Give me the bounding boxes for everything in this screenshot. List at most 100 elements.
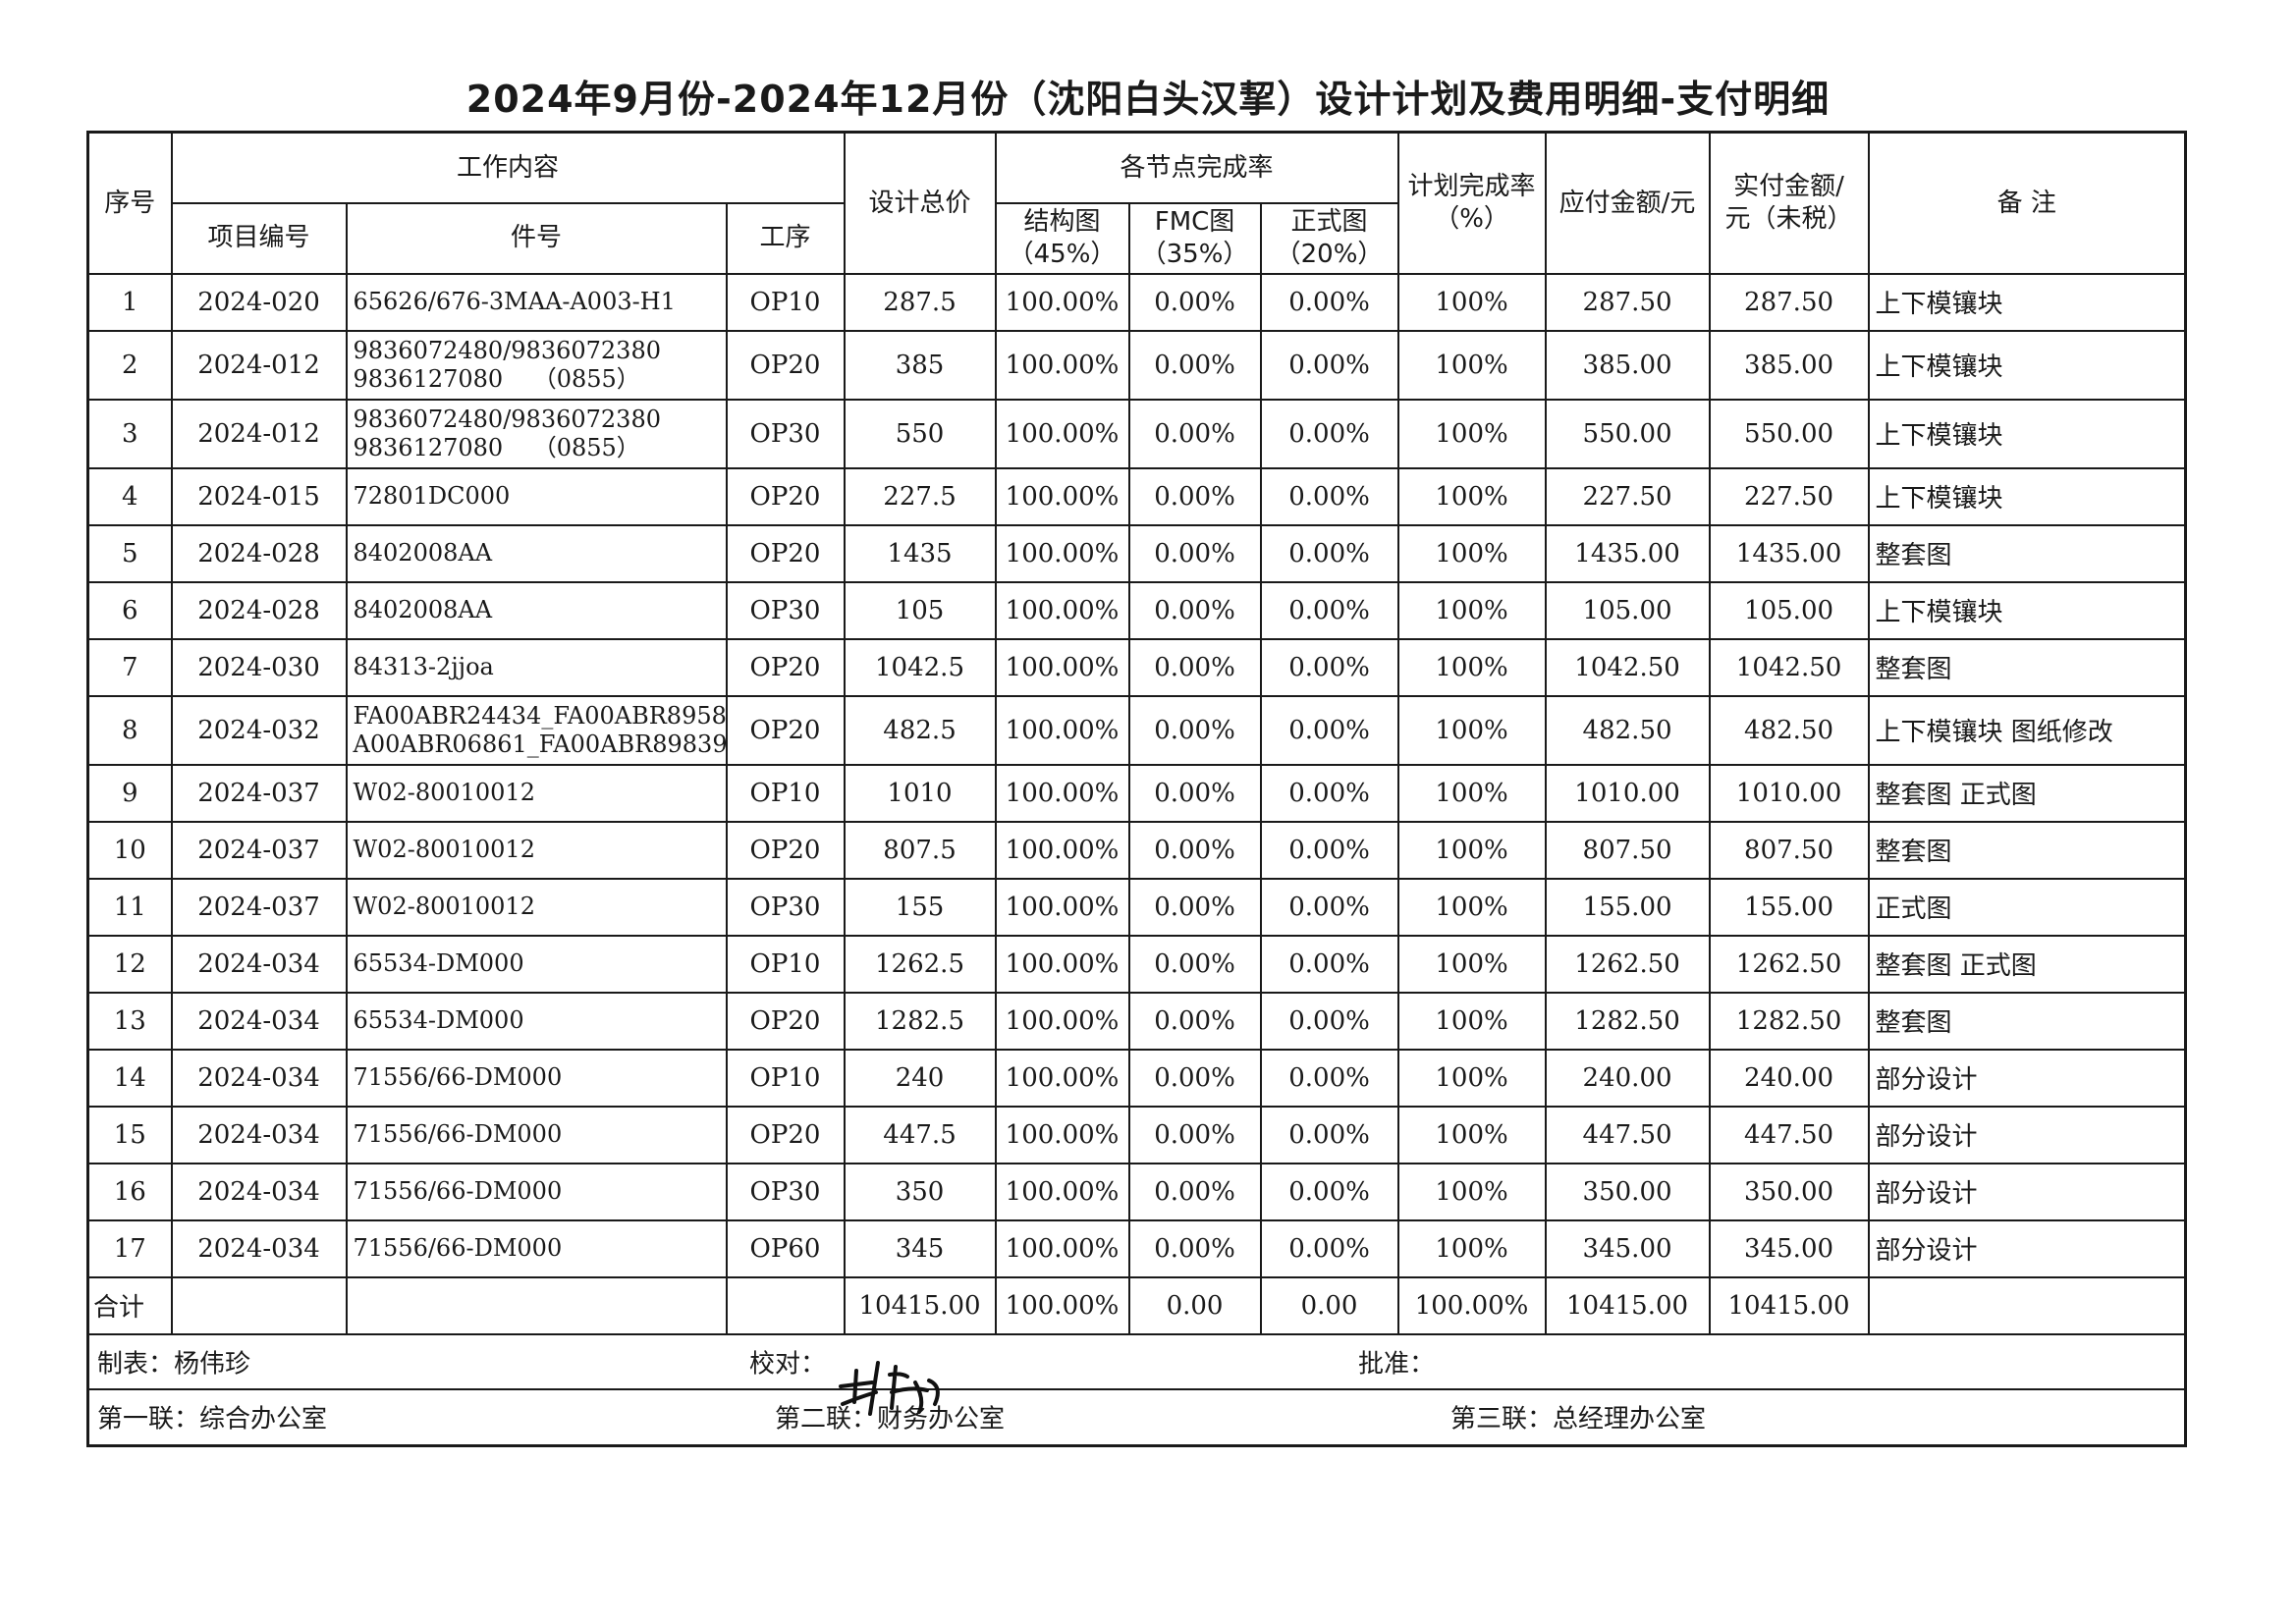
cell-plan: 100% bbox=[1396, 877, 1547, 937]
cell-remark: 部分设计 bbox=[1867, 1105, 2187, 1164]
total-payable: 10415.00 bbox=[1544, 1275, 1711, 1335]
cell-remark: 上下模镶块 bbox=[1867, 466, 2187, 526]
header-formal: 正式图 （20%） bbox=[1259, 201, 1399, 275]
cell-fmc: 0.00% bbox=[1127, 991, 1262, 1051]
header-remarks: 备 注 bbox=[1867, 131, 2187, 275]
cell-process: OP10 bbox=[725, 1048, 846, 1108]
cell-seq: 4 bbox=[86, 466, 173, 526]
cell-structure: 100.00% bbox=[994, 694, 1130, 766]
table-row: 3 2024-012 9836072480/9836072380 9836127080… bbox=[86, 398, 2187, 469]
cell-structure: 100.00% bbox=[994, 637, 1130, 697]
cell-remark: 上下模镶块 bbox=[1867, 329, 2187, 401]
cell-project-no: 2024-034 bbox=[170, 991, 348, 1051]
cell-actual: 105.00 bbox=[1708, 580, 1870, 640]
cell-structure: 100.00% bbox=[994, 466, 1130, 526]
cell-design-total: 447.5 bbox=[843, 1105, 997, 1164]
part-no-line-1: 8402008AA bbox=[353, 596, 493, 624]
total-fmc: 0.00 bbox=[1127, 1275, 1262, 1335]
total-empty-process bbox=[725, 1275, 846, 1335]
cell-fmc: 0.00% bbox=[1127, 1105, 1262, 1164]
cell-process: OP20 bbox=[725, 694, 846, 766]
payment-table: 序号 工作内容 设计总价 各节点完成率 计划完成率 （%） 应付金额/元 实付金… bbox=[86, 131, 2188, 1447]
cell-plan: 100% bbox=[1396, 272, 1547, 332]
copies-row: 第一联：综合办公室 第二联：财务办公室 第三联：总经理办公室 bbox=[86, 1387, 2187, 1447]
part-no-line-2: 9836127080 （0855） bbox=[353, 433, 640, 461]
cell-design-total: 1042.5 bbox=[843, 637, 997, 697]
cell-design-total: 1010 bbox=[843, 763, 997, 823]
part-no-line-1: 9836072480/9836072380 bbox=[353, 336, 661, 364]
cell-design-total: 345 bbox=[843, 1218, 997, 1278]
part-no-line-1: W02-80010012 bbox=[353, 779, 535, 807]
cell-fmc: 0.00% bbox=[1127, 1162, 1262, 1221]
cell-process: OP10 bbox=[725, 934, 846, 994]
cell-plan: 100% bbox=[1396, 1162, 1547, 1221]
cell-part-no: 65534-DM000 bbox=[345, 934, 728, 994]
cell-project-no: 2024-037 bbox=[170, 877, 348, 937]
cell-process: OP10 bbox=[725, 763, 846, 823]
cell-structure: 100.00% bbox=[994, 934, 1130, 994]
header-process: 工序 bbox=[725, 201, 846, 275]
cell-part-no: 71556/66-DM000 bbox=[345, 1105, 728, 1164]
cell-seq: 3 bbox=[86, 398, 173, 469]
cell-project-no: 2024-037 bbox=[170, 820, 348, 880]
cell-seq: 12 bbox=[86, 934, 173, 994]
cell-structure: 100.00% bbox=[994, 398, 1130, 469]
cell-project-no: 2024-015 bbox=[170, 466, 348, 526]
cell-part-no: 9836072480/9836072380 9836127080 （0855） bbox=[345, 398, 728, 469]
cell-project-no: 2024-012 bbox=[170, 398, 348, 469]
cell-payable: 385.00 bbox=[1544, 329, 1711, 401]
header-structure: 结构图 （45%） bbox=[994, 201, 1130, 275]
cell-part-no: W02-80010012 bbox=[345, 877, 728, 937]
cell-process: OP30 bbox=[725, 580, 846, 640]
header-structure-line1: 结构图 bbox=[1023, 207, 1101, 237]
total-formal: 0.00 bbox=[1259, 1275, 1399, 1335]
cell-design-total: 287.5 bbox=[843, 272, 997, 332]
cell-actual: 447.50 bbox=[1708, 1105, 1870, 1164]
total-design-total: 10415.00 bbox=[843, 1275, 997, 1335]
signature-cell: 制表：杨伟珍 校对： 批准： bbox=[86, 1332, 2187, 1390]
cell-plan: 100% bbox=[1396, 763, 1547, 823]
part-no-line-2: A00ABR06861_FA00ABR89839 bbox=[353, 730, 727, 758]
part-no-line-1: 71556/66-DM000 bbox=[353, 1177, 563, 1206]
cell-plan: 100% bbox=[1396, 523, 1547, 583]
prepared-by: 制表：杨伟珍 bbox=[97, 1349, 251, 1379]
cell-actual: 227.50 bbox=[1708, 466, 1870, 526]
part-no-line-1: 65626/676-3MAA-A003-H1 bbox=[353, 288, 676, 316]
cell-project-no: 2024-012 bbox=[170, 329, 348, 401]
cell-project-no: 2024-032 bbox=[170, 694, 348, 766]
table-row: 2 2024-012 9836072480/9836072380 9836127080… bbox=[86, 329, 2187, 401]
header-formal-line2: （20%） bbox=[1275, 239, 1384, 269]
cell-structure: 100.00% bbox=[994, 580, 1130, 640]
cell-fmc: 0.00% bbox=[1127, 820, 1262, 880]
header-formal-line1: 正式图 bbox=[1290, 207, 1368, 237]
cell-payable: 1010.00 bbox=[1544, 763, 1711, 823]
cell-project-no: 2024-030 bbox=[170, 637, 348, 697]
cell-actual: 550.00 bbox=[1708, 398, 1870, 469]
header-node-completion: 各节点完成率 bbox=[994, 131, 1399, 204]
cell-design-total: 1435 bbox=[843, 523, 997, 583]
cell-process: OP20 bbox=[725, 991, 846, 1051]
cell-part-no: W02-80010012 bbox=[345, 763, 728, 823]
cell-part-no: 71556/66-DM000 bbox=[345, 1218, 728, 1278]
copies-cell: 第一联：综合办公室 第二联：财务办公室 第三联：总经理办公室 bbox=[86, 1387, 2187, 1447]
cell-plan: 100% bbox=[1396, 991, 1547, 1051]
header-payable: 应付金额/元 bbox=[1544, 131, 1711, 275]
cell-process: OP20 bbox=[725, 637, 846, 697]
cell-fmc: 0.00% bbox=[1127, 877, 1262, 937]
cell-plan: 100% bbox=[1396, 637, 1547, 697]
table-row: 13 2024-034 65534-DM000 OP20 1282.5 100.00% 0.… bbox=[86, 991, 2187, 1051]
cell-process: OP20 bbox=[725, 466, 846, 526]
cell-part-no: 84313-2jjoa bbox=[345, 637, 728, 697]
cell-process: OP20 bbox=[725, 820, 846, 880]
cell-payable: 482.50 bbox=[1544, 694, 1711, 766]
cell-process: OP20 bbox=[725, 523, 846, 583]
copy-2: 第二联：财务办公室 bbox=[775, 1404, 1006, 1435]
table-row: 11 2024-037 W02-80010012 OP30 155 100.00% 0.00… bbox=[86, 877, 2187, 937]
cell-fmc: 0.00% bbox=[1127, 580, 1262, 640]
cell-remark: 部分设计 bbox=[1867, 1048, 2187, 1108]
cell-plan: 100% bbox=[1396, 580, 1547, 640]
table-row: 4 2024-015 72801DC000 OP20 227.5 100.00% 0.00%… bbox=[86, 466, 2187, 526]
header-row-2: 项目编号 件号 工序 结构图 （45%） FMC图 （35%） 正式图 （20%… bbox=[88, 201, 2186, 275]
cell-payable: 287.50 bbox=[1544, 272, 1711, 332]
checked-by: 校对： bbox=[749, 1349, 827, 1379]
